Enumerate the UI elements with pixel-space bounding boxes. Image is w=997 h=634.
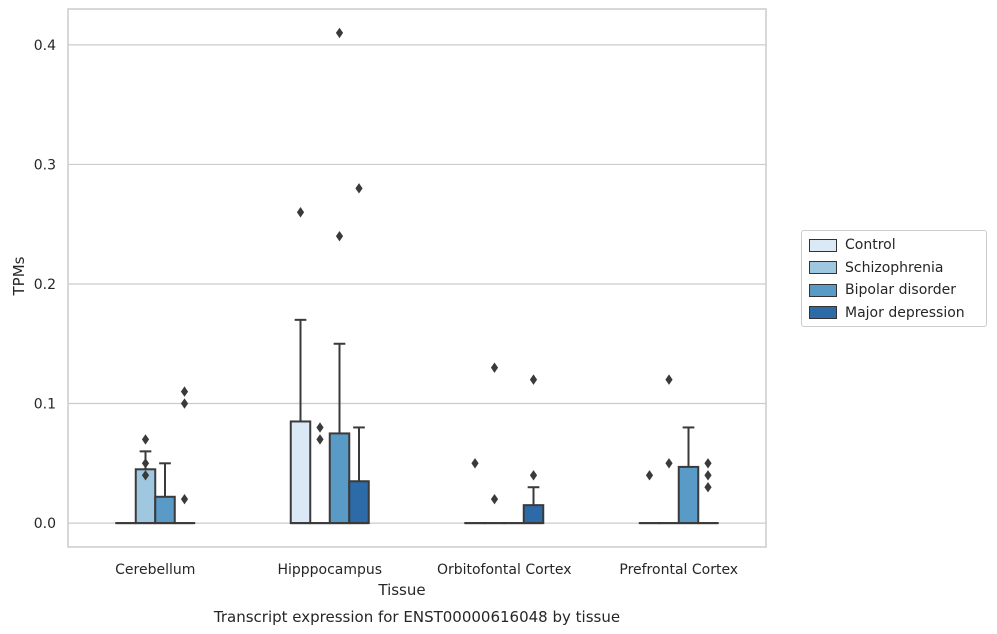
plot-frame [67, 8, 767, 548]
box-plot [328, 342, 351, 525]
legend-swatch [809, 261, 837, 275]
x-axis-label: Tissue [377, 581, 425, 599]
outlier-point [335, 27, 344, 39]
legend-label: Major depression [845, 304, 965, 321]
box-body [677, 465, 700, 525]
outlier-point [180, 493, 189, 505]
outlier-point [529, 374, 538, 385]
outlier-point [490, 362, 499, 373]
legend-label: Bipolar disorder [845, 282, 957, 299]
x-tick-label: Hipppocampus [277, 562, 382, 578]
legend-label: Control [845, 237, 896, 254]
box-body [154, 495, 176, 525]
y-tick-label: 0.0 [34, 516, 56, 532]
box-body [328, 432, 351, 525]
outlier-point [490, 493, 499, 505]
outlier-point [645, 470, 654, 481]
outlier-point [704, 482, 712, 493]
outlier-point [180, 386, 189, 397]
x-tick-label: Orbitofontal Cortex [437, 562, 572, 578]
outlier-point [704, 458, 712, 469]
box-plot [154, 462, 176, 525]
legend-swatch [809, 238, 837, 252]
outlier-point [180, 398, 189, 409]
y-tick-label: 0.1 [34, 397, 56, 413]
y-tick-label: 0.4 [34, 38, 56, 54]
outlier-point [141, 434, 150, 445]
legend-swatch [809, 306, 837, 320]
x-tick-label: Prefrontal Cortex [619, 562, 738, 578]
y-tick-label: 0.3 [34, 157, 56, 173]
legend-item: Bipolar disorder [802, 279, 986, 302]
legend-item: Control [802, 234, 986, 257]
box-plots [115, 318, 719, 525]
legend-swatch [809, 283, 837, 297]
legend-item: Schizophrenia [802, 257, 986, 280]
box-body [289, 420, 312, 525]
box-plot [677, 426, 700, 525]
y-axis-label: TPMs [10, 256, 28, 296]
box-body [522, 504, 545, 525]
legend-item: Major depression [802, 302, 986, 325]
outlier-point [316, 422, 324, 433]
box-plot [289, 318, 312, 525]
x-axis-ticks: Cerebellum Hipppocampus Orbitofontal Corte… [115, 562, 738, 578]
outlier-points [141, 27, 712, 505]
box-plot [522, 486, 545, 525]
gridlines [68, 44, 766, 524]
y-tick-label: 0.2 [34, 277, 56, 293]
outlier-point [704, 470, 712, 481]
outlier-point [529, 470, 538, 481]
outlier-point [316, 434, 324, 445]
box-body [348, 480, 370, 525]
outlier-point [665, 458, 673, 469]
outlier-point [471, 458, 479, 469]
outlier-point [141, 458, 150, 469]
legend-label: Schizophrenia [845, 259, 944, 276]
outlier-point [141, 470, 150, 481]
box-plot [348, 426, 370, 525]
legend: Control Schizophrenia Bipolar disorder Majo… [801, 230, 987, 327]
outlier-point [355, 183, 363, 194]
chart-caption: Transcript expression for ENST0000061604… [213, 608, 620, 626]
x-tick-label: Cerebellum [115, 562, 195, 578]
y-axis-ticks: 0.0 0.1 0.2 0.3 0.4 [34, 38, 56, 532]
outlier-point [335, 230, 344, 242]
outlier-point [665, 374, 673, 385]
outlier-point [296, 207, 305, 218]
